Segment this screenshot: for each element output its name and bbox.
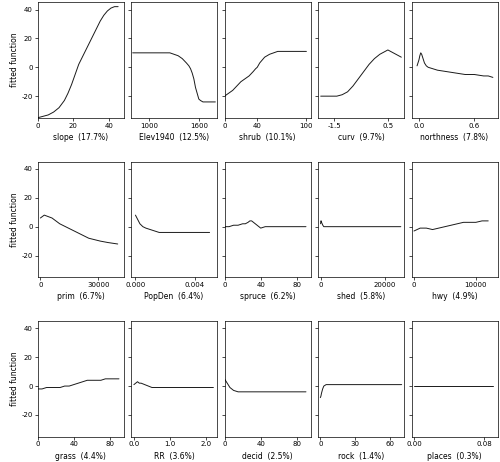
X-axis label: spruce  (6.2%): spruce (6.2%) <box>240 292 296 301</box>
X-axis label: places  (0.3%): places (0.3%) <box>427 452 482 461</box>
X-axis label: curv  (9.7%): curv (9.7%) <box>338 133 384 142</box>
X-axis label: PopDen  (6.4%): PopDen (6.4%) <box>144 292 204 301</box>
X-axis label: shed  (5.8%): shed (5.8%) <box>337 292 385 301</box>
Y-axis label: fitted function: fitted function <box>10 192 19 247</box>
X-axis label: slope  (17.7%): slope (17.7%) <box>53 133 108 142</box>
X-axis label: RR  (3.6%): RR (3.6%) <box>154 452 194 461</box>
X-axis label: northness  (7.8%): northness (7.8%) <box>420 133 488 142</box>
Y-axis label: fitted function: fitted function <box>10 33 19 87</box>
X-axis label: shrub  (10.1%): shrub (10.1%) <box>240 133 296 142</box>
X-axis label: grass  (4.4%): grass (4.4%) <box>55 452 106 461</box>
X-axis label: decid  (2.5%): decid (2.5%) <box>242 452 293 461</box>
Y-axis label: fitted function: fitted function <box>10 352 19 406</box>
X-axis label: rock  (1.4%): rock (1.4%) <box>338 452 384 461</box>
X-axis label: Elev1940  (12.5%): Elev1940 (12.5%) <box>139 133 209 142</box>
X-axis label: prim  (6.7%): prim (6.7%) <box>56 292 104 301</box>
X-axis label: hwy  (4.9%): hwy (4.9%) <box>432 292 478 301</box>
